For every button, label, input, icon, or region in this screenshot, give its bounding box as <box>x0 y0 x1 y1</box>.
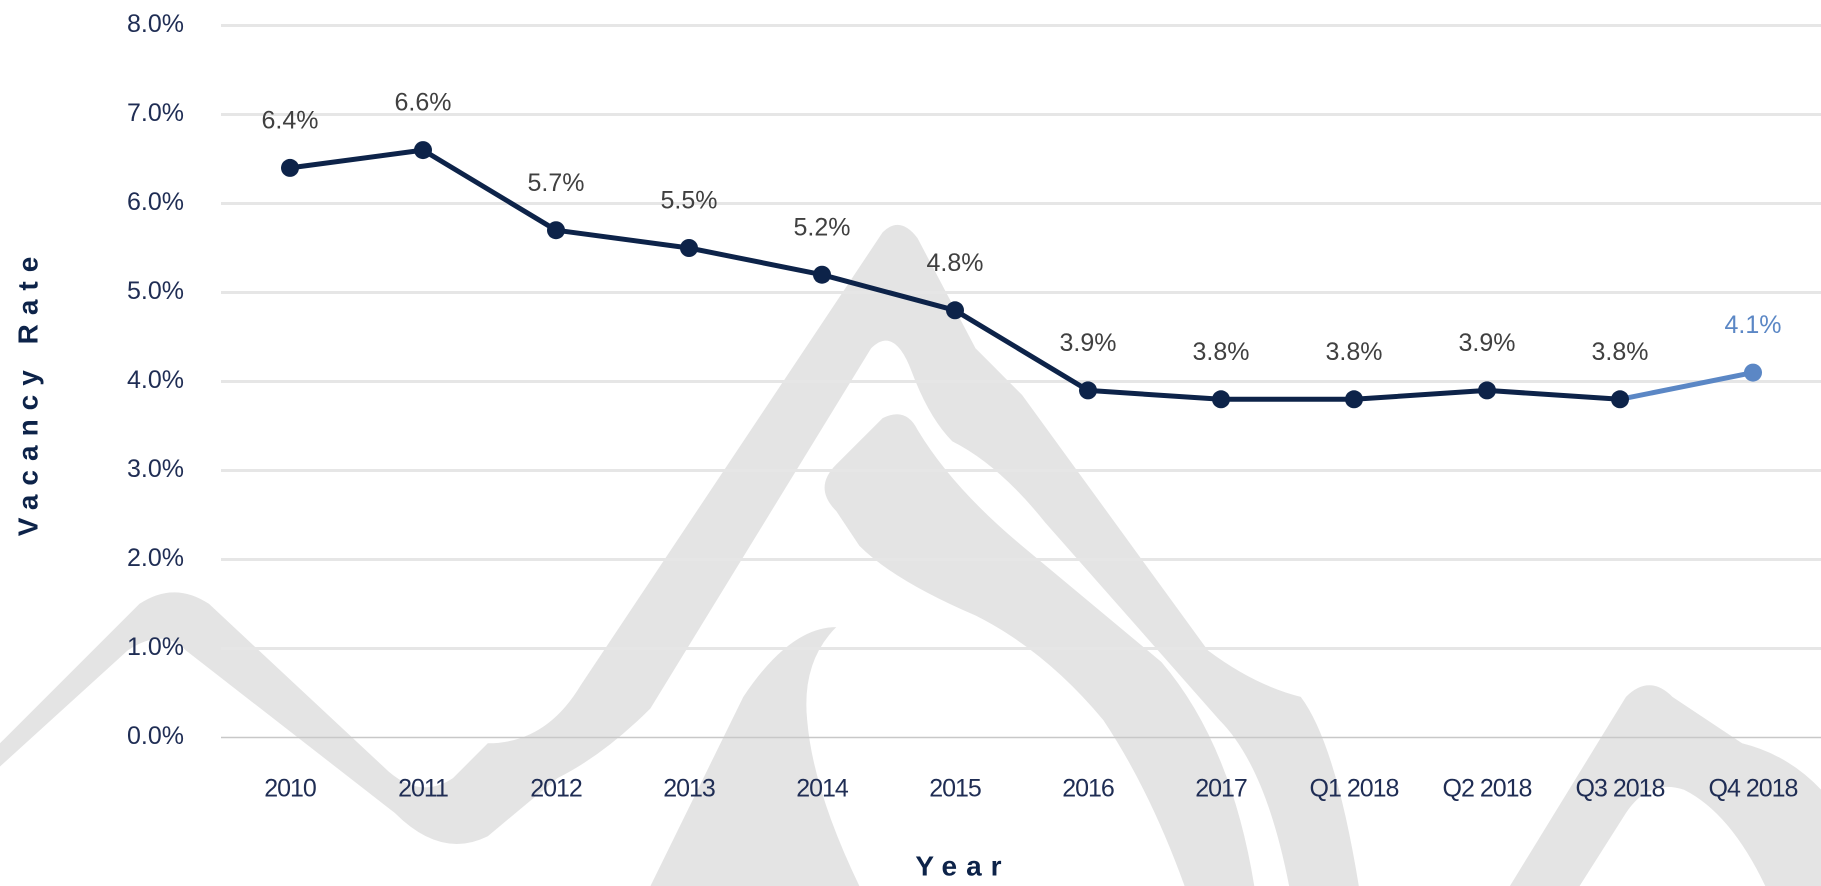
x-tick-label: Q2 2018 <box>1443 775 1532 803</box>
x-tick-label: 2017 <box>1195 775 1247 803</box>
x-tick-label: 2012 <box>530 775 582 803</box>
data-label: 5.2% <box>794 213 851 241</box>
watermark-shape <box>0 224 1359 886</box>
data-point <box>680 239 698 257</box>
x-tick-label: 2014 <box>796 775 849 803</box>
data-label: 3.8% <box>1326 338 1383 366</box>
x-tick-label: Q3 2018 <box>1576 775 1665 803</box>
data-label: 6.4% <box>262 107 319 135</box>
data-point <box>1079 381 1097 400</box>
y-tick-label: 5.0% <box>127 277 184 305</box>
data-point <box>1611 390 1629 409</box>
data-point <box>1212 390 1230 409</box>
data-label: 3.9% <box>1060 329 1117 357</box>
data-point <box>813 265 831 284</box>
y-tick-label: 7.0% <box>127 99 184 127</box>
data-label: 4.8% <box>927 249 984 277</box>
watermark-shape <box>824 414 1255 886</box>
data-point <box>1345 390 1363 409</box>
y-tick-label: 3.0% <box>127 455 184 483</box>
x-tick-label: 2013 <box>663 775 715 803</box>
watermark <box>0 224 1821 886</box>
data-label: 3.8% <box>1193 338 1250 366</box>
x-tick-label: 2015 <box>929 775 981 803</box>
data-label: 3.9% <box>1459 329 1516 357</box>
y-tick-label: 8.0% <box>127 10 184 38</box>
data-label: 3.8% <box>1592 338 1649 366</box>
y-tick-label: 0.0% <box>127 722 184 750</box>
y-tick-label: 1.0% <box>127 633 184 661</box>
x-tick-label: 2010 <box>264 775 316 803</box>
data-label: 6.6% <box>395 89 452 117</box>
x-tick-label: Q4 2018 <box>1709 775 1798 803</box>
series-line <box>1619 370 1754 402</box>
y-tick-label: 4.0% <box>127 366 184 394</box>
data-label: 5.7% <box>528 169 585 197</box>
x-tick-label: 2016 <box>1062 775 1114 803</box>
data-point <box>1478 381 1496 400</box>
x-tick-label: Q1 2018 <box>1310 775 1399 803</box>
data-point <box>547 221 565 240</box>
watermark-shape <box>1509 685 1821 886</box>
data-label: 4.1% <box>1725 311 1782 339</box>
y-tick-label: 2.0% <box>127 544 184 572</box>
y-axis-title: Vacancy Rate <box>12 248 43 537</box>
data-label: 5.5% <box>661 187 718 215</box>
data-point <box>946 301 964 320</box>
data-point <box>1744 363 1762 382</box>
x-tick-label: 2011 <box>398 775 448 803</box>
data-point <box>414 141 432 160</box>
y-tick-label: 6.0% <box>127 188 184 216</box>
watermark-shape <box>650 627 860 886</box>
x-axis-title: Year <box>915 850 1010 881</box>
data-point <box>281 158 299 177</box>
